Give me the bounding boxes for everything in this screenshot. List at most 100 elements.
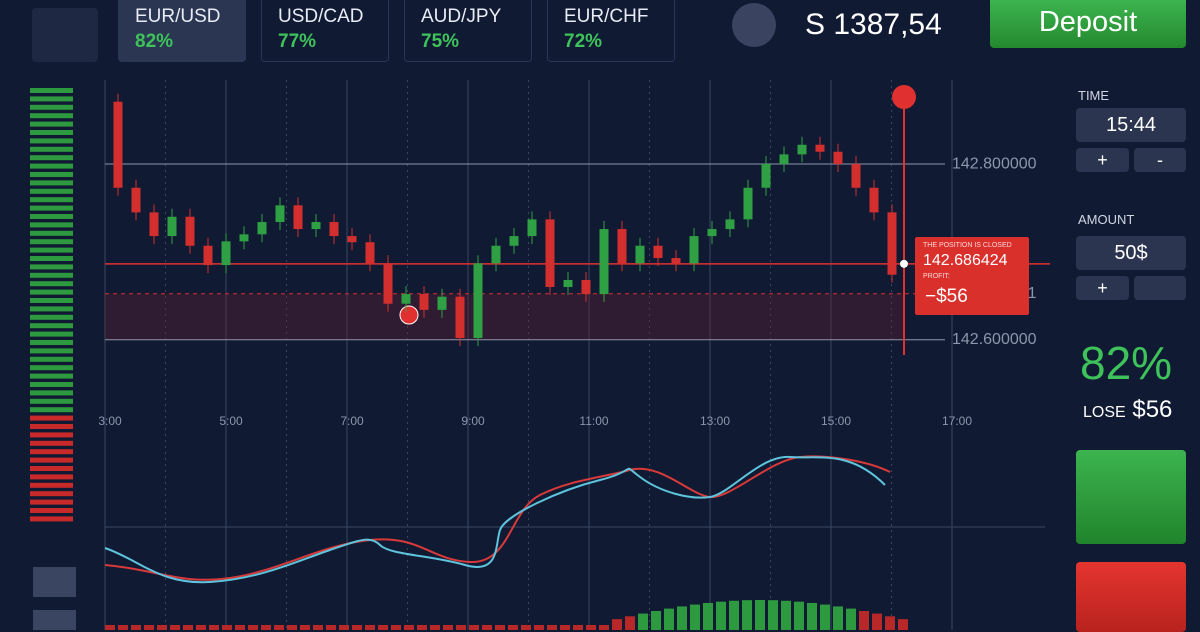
histogram-bar	[677, 606, 687, 630]
candle	[779, 154, 789, 165]
volume-bar	[30, 474, 73, 480]
candle	[851, 164, 861, 188]
histogram-bar	[664, 608, 674, 630]
candle	[437, 296, 447, 310]
avatar[interactable]	[732, 3, 776, 47]
candle	[743, 187, 753, 220]
volume-bar	[30, 356, 73, 362]
lose-label: LOSE	[1083, 404, 1126, 421]
volume-bar	[30, 272, 73, 278]
pair-name: USD/CAD	[278, 6, 364, 27]
volume-bar	[30, 197, 73, 203]
pair-payout: 82%	[135, 31, 174, 52]
histogram-bar	[339, 625, 349, 630]
histogram-bar	[430, 625, 440, 630]
volume-bar	[30, 398, 73, 404]
histogram-bar	[443, 625, 453, 630]
candle	[887, 212, 897, 275]
histogram-bar	[612, 619, 622, 630]
volume-bar	[30, 466, 73, 471]
volume-bar	[30, 222, 73, 228]
volume-bar	[30, 104, 73, 110]
popup-profit: −$56	[925, 286, 968, 307]
pair-tab[interactable]: AUD/JPY 75%	[404, 0, 532, 62]
button	[33, 567, 76, 597]
histogram-bar	[326, 625, 336, 630]
histogram-bar	[144, 625, 154, 630]
amount-label: AMOUNT	[1078, 212, 1135, 227]
pair-tab[interactable]: EUR/USD 82%	[118, 0, 246, 62]
candle	[221, 241, 231, 266]
volume-bar	[30, 323, 73, 329]
flag	[892, 85, 916, 109]
time-value[interactable]: 15:44	[1076, 108, 1186, 142]
histogram-bar	[482, 625, 492, 630]
candle	[419, 294, 429, 310]
histogram-bar	[521, 625, 531, 630]
amount-plus[interactable]: +	[1076, 276, 1129, 300]
histogram-bar	[196, 625, 206, 630]
volume-bar	[30, 482, 73, 488]
put-button[interactable]	[1076, 562, 1186, 632]
candle	[527, 219, 537, 237]
histogram-bar	[469, 625, 479, 630]
x-tick-label: 15:00	[821, 414, 851, 428]
histogram-bar	[859, 611, 869, 630]
candle	[311, 222, 321, 230]
time-minus[interactable]: -	[1134, 148, 1186, 172]
popup-profit-title: PROFIT:	[923, 273, 950, 280]
volume-bar	[30, 256, 73, 261]
volume-bar	[30, 172, 73, 177]
price-dot	[900, 259, 908, 268]
candle	[563, 280, 573, 288]
volume-bar	[30, 239, 73, 245]
time-label: TIME	[1078, 88, 1110, 103]
time-plus[interactable]: +	[1076, 148, 1129, 172]
candle	[113, 101, 123, 188]
histogram-bar	[703, 602, 713, 630]
volume-bar	[30, 390, 73, 396]
menu-button[interactable]	[32, 8, 98, 62]
pair-tab[interactable]: EUR/CHF 72%	[547, 0, 675, 62]
volume-bar	[30, 298, 73, 303]
volume-bar	[30, 306, 73, 312]
candle	[635, 245, 645, 264]
indicator-line	[104, 455, 886, 584]
volume-bar	[30, 163, 73, 169]
volume-bar	[30, 424, 73, 429]
candle	[365, 242, 375, 264]
x-tick-label: 5:00	[219, 414, 243, 428]
pair-tab[interactable]: USD/CAD 77%	[261, 0, 389, 62]
candle	[833, 151, 843, 165]
deposit-button[interactable]: Deposit	[990, 0, 1186, 48]
amount-value[interactable]: 50$	[1076, 236, 1186, 270]
histogram-bar	[625, 616, 635, 630]
volume-bar	[30, 230, 73, 236]
pair-name: EUR/CHF	[564, 6, 649, 27]
volume-bar	[30, 121, 73, 127]
candle	[617, 229, 627, 264]
histogram-bar	[365, 625, 375, 630]
volume-bar	[30, 432, 73, 438]
candle	[347, 236, 357, 243]
x-tick-label: 7:00	[340, 414, 364, 428]
position-popup: THE POSITION IS CLOSED 142.686424 PROFIT…	[915, 237, 1029, 315]
histogram-bar	[248, 625, 258, 630]
volume-bar	[30, 415, 73, 421]
histogram-bar	[183, 625, 193, 630]
position-zone	[105, 293, 905, 340]
histogram-bar	[742, 600, 752, 630]
x-tick-label: 11:00	[579, 414, 608, 428]
volume-bar	[30, 96, 73, 102]
histogram-bar	[651, 611, 661, 630]
amount-minus[interactable]	[1134, 276, 1186, 300]
x-tick-label: 9:00	[461, 414, 485, 428]
histogram-bar	[118, 625, 128, 630]
histogram-bar	[157, 625, 167, 630]
call-button[interactable]	[1076, 450, 1186, 544]
histogram-bar	[235, 625, 245, 630]
histogram-bar	[391, 625, 401, 630]
histogram-bar	[378, 625, 388, 630]
volume-bar	[30, 508, 73, 513]
candle	[203, 245, 213, 266]
